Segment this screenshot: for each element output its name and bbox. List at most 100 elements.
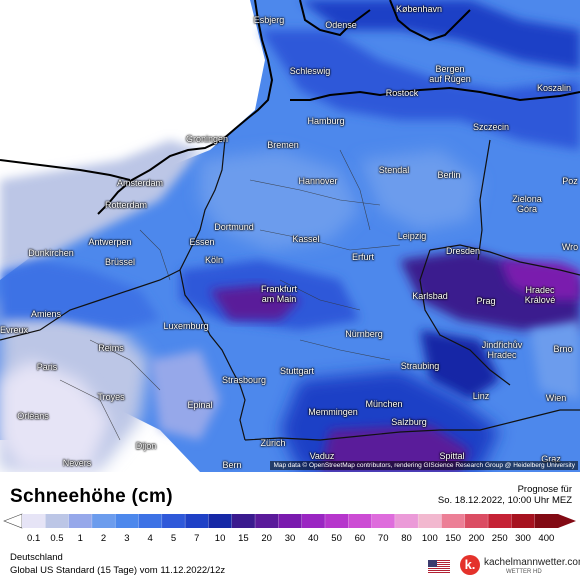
scale-swatch [22, 514, 46, 528]
city-label: Kassel [292, 234, 320, 244]
brand-subtitle: WETTER HD [506, 569, 542, 575]
scale-tick-label: 3 [124, 533, 130, 544]
city-label: Dunkirchen [28, 248, 74, 258]
city-label: Brno [553, 344, 573, 354]
snow-depth-map [0, 0, 580, 472]
scale-tick-label: 15 [238, 533, 249, 544]
scale-tick-label: 20 [261, 533, 272, 544]
city-label: Amsterdam [116, 178, 164, 188]
city-label: Strasbourg [221, 375, 267, 385]
city-label: København [395, 4, 443, 14]
city-label: Paris [36, 362, 58, 372]
city-label: Hamburg [307, 116, 345, 126]
scale-swatch [68, 514, 93, 528]
scale-tick-label: 300 [515, 533, 531, 544]
city-label: Salzburg [391, 417, 427, 427]
scale-swatch [138, 514, 163, 528]
city-label: Esbjerg [253, 15, 285, 25]
city-label: Leipzig [397, 231, 427, 241]
scale-swatch [278, 514, 302, 528]
scale-tick-label: 4 [147, 533, 153, 544]
scale-tick-label: 30 [284, 533, 296, 544]
scale-tick-label: 40 [308, 533, 319, 544]
scale-swatch [418, 514, 442, 528]
scale-swatch [394, 514, 419, 528]
city-label: Erfurt [351, 252, 375, 262]
city-label: München [365, 399, 403, 409]
scale-swatch [115, 514, 139, 528]
city-label: Luxemburg [163, 321, 209, 331]
coastline [0, 0, 580, 215]
city-label: Nevers [62, 458, 92, 468]
legend-title: Schneehöhe (cm) [10, 486, 173, 507]
scale-swatch [255, 514, 279, 528]
city-label: Bern [222, 460, 242, 470]
model-run-label: Global US Standard (15 Tage) vom 11.12.2… [10, 565, 226, 576]
city-label: Zielona Góra [512, 194, 542, 214]
scale-swatch [301, 514, 326, 528]
scale-tick-label: 400 [538, 533, 555, 544]
map-view[interactable]: Esbjerg Odense København Schleswig Berge… [0, 0, 580, 472]
scale-tick-label: 60 [354, 533, 366, 544]
city-label: Nürnberg [345, 329, 383, 339]
city-label: Epinal [187, 400, 213, 410]
kachelmann-logo-icon[interactable]: k. [460, 555, 480, 575]
scale-swatch [161, 514, 186, 528]
color-scale [3, 513, 576, 529]
scale-tick-label: 2 [100, 533, 107, 544]
sea-area [0, 0, 270, 160]
scale-swatch [324, 514, 349, 528]
city-label: Frankfurt am Main [260, 284, 298, 304]
city-label: Stendal [378, 165, 410, 175]
city-label: Graz [541, 454, 561, 464]
scale-swatch [348, 514, 372, 528]
city-label: Hannover [298, 176, 338, 186]
city-label: Bremen [267, 140, 299, 150]
country-borders [0, 139, 580, 441]
city-label: Poz [562, 176, 578, 186]
city-label: Koszalin [536, 83, 572, 93]
map-attribution[interactable]: Map data © OpenStreetMap contributors, r… [270, 461, 578, 470]
city-label: Szczecin [472, 122, 510, 132]
city-label: Berlin [437, 170, 461, 180]
scale-swatch [488, 514, 512, 528]
city-label: Essen [189, 237, 215, 247]
city-label: Zürich [260, 438, 286, 448]
scale-tick-label: 250 [491, 533, 508, 544]
city-label: Dresden [445, 246, 481, 256]
city-label: Dijon [135, 441, 157, 451]
city-label: Evreux [0, 325, 29, 335]
scale-swatch [185, 514, 209, 528]
region-label: Deutschland [10, 552, 63, 563]
scale-tick-label: 200 [468, 533, 485, 544]
forecast-date: So. 18.12.2022, 10:00 Uhr MEZ [437, 495, 572, 506]
city-label: Rotterdam [104, 200, 148, 210]
scale-tick-label: 5 [170, 533, 177, 544]
scale-tick-label: 100 [421, 533, 438, 544]
brand-name[interactable]: kachelmannwetter.com [484, 557, 580, 568]
city-label: Jindřichův Hradec [481, 340, 523, 360]
city-label: Groningen [185, 134, 229, 144]
city-label: Wien [545, 393, 567, 403]
scale-tick-label: 70 [377, 533, 389, 544]
scale-swatch [464, 514, 489, 528]
region-borders [59, 149, 401, 441]
scale-tick-label: 150 [445, 533, 462, 544]
scale-tick-label: 0.1 [27, 533, 41, 544]
scale-swatch [511, 514, 535, 528]
city-label: Bergen auf Rügen [429, 64, 471, 84]
forecast-label: Prognose für [517, 484, 572, 495]
scale-tick-label: 7 [194, 533, 200, 544]
city-label: Hradec Králové [524, 285, 556, 305]
us-flag-icon [428, 560, 450, 573]
snow-field [0, 0, 580, 472]
scale-swatch [91, 514, 116, 528]
city-label: Vaduz [309, 451, 335, 461]
city-label: Brüssel [104, 257, 136, 267]
scale-swatch [441, 514, 466, 528]
scale-swatch [45, 514, 69, 528]
city-label: Schleswig [289, 66, 331, 76]
scale-swatch [208, 514, 233, 528]
city-label: Orléans [17, 411, 49, 421]
city-label: Rostock [385, 88, 419, 98]
